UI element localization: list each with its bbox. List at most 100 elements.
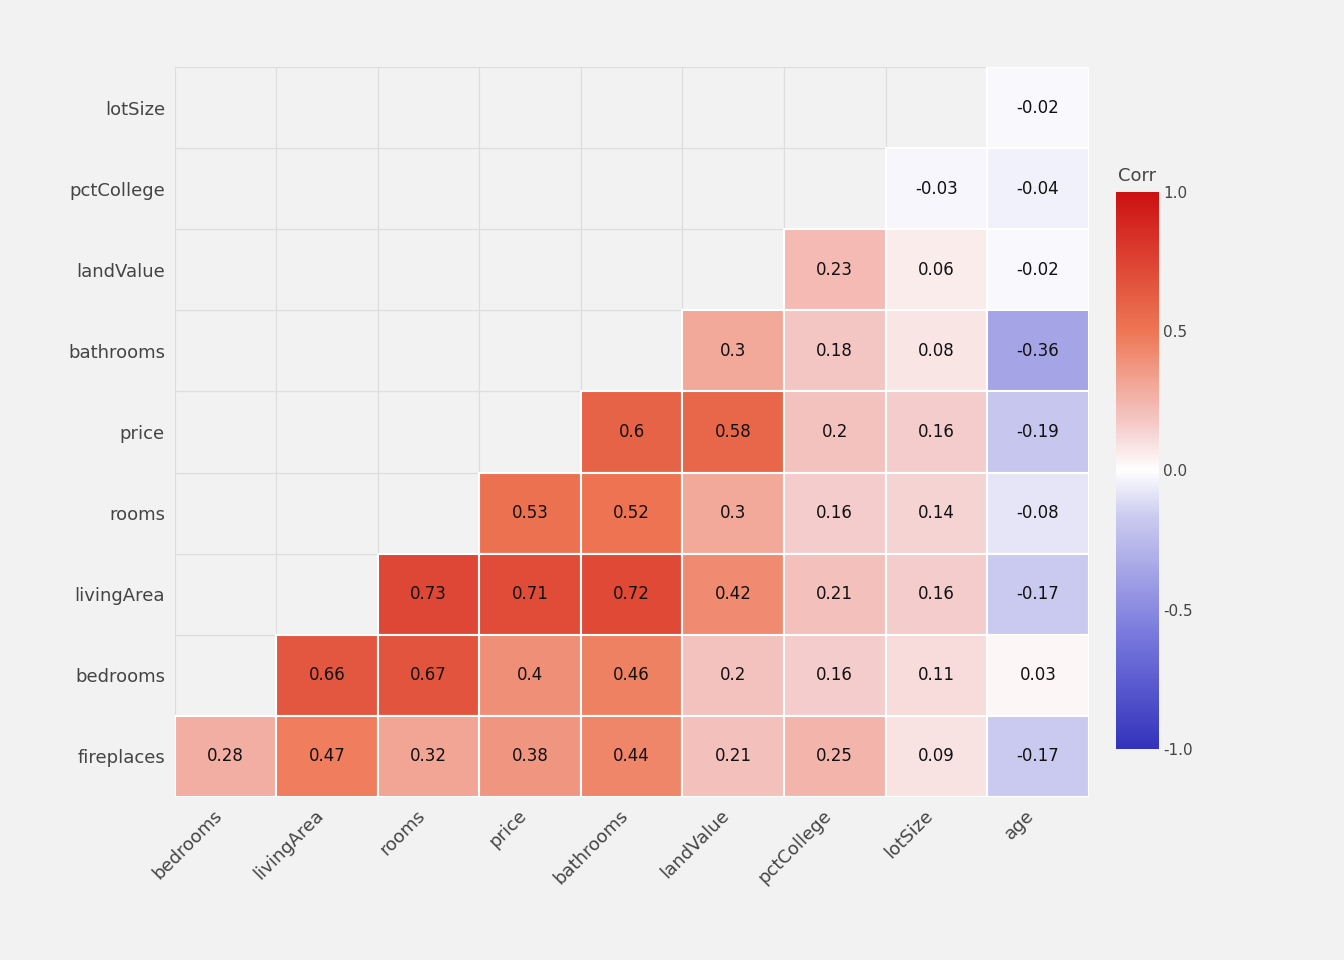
Text: 0.67: 0.67 [410, 666, 448, 684]
Bar [886, 716, 986, 797]
Bar [480, 392, 581, 472]
Bar [581, 472, 683, 554]
Bar [886, 635, 986, 716]
Bar [581, 716, 683, 797]
Bar [683, 635, 784, 716]
Bar [277, 229, 378, 310]
Text: 0.03: 0.03 [1020, 666, 1056, 684]
Bar [175, 716, 277, 797]
Bar [175, 148, 277, 229]
Bar [683, 716, 784, 797]
Bar [886, 472, 986, 554]
Bar [986, 716, 1089, 797]
Text: -0.08: -0.08 [1016, 504, 1059, 522]
Bar [683, 310, 784, 392]
Bar [581, 635, 683, 716]
Bar [581, 310, 683, 392]
Bar [886, 67, 986, 148]
Text: -0.02: -0.02 [1016, 261, 1059, 278]
Bar [378, 716, 480, 797]
Text: 0.25: 0.25 [816, 747, 853, 765]
Text: 0.18: 0.18 [816, 342, 853, 360]
Bar [986, 148, 1089, 229]
Text: 0.09: 0.09 [918, 747, 954, 765]
Text: 0.2: 0.2 [821, 423, 848, 441]
Bar [886, 554, 986, 635]
Text: 0.08: 0.08 [918, 342, 954, 360]
Bar [277, 554, 378, 635]
Bar [683, 554, 784, 635]
Bar [378, 635, 480, 716]
Bar [784, 229, 886, 310]
Bar [886, 310, 986, 392]
Bar [784, 392, 886, 472]
Bar [480, 472, 581, 554]
Bar [277, 472, 378, 554]
Bar [378, 472, 480, 554]
Bar [480, 554, 581, 635]
Bar [784, 310, 886, 392]
Bar [277, 635, 378, 716]
Bar [784, 635, 886, 716]
Bar [683, 472, 784, 554]
Bar [277, 716, 378, 797]
Bar [784, 229, 886, 310]
Text: 0.6: 0.6 [618, 423, 645, 441]
Bar [683, 635, 784, 716]
Bar [378, 148, 480, 229]
Bar [581, 554, 683, 635]
Text: 0.58: 0.58 [715, 423, 751, 441]
Bar [986, 635, 1089, 716]
Bar [277, 67, 378, 148]
Bar [986, 310, 1089, 392]
Bar [277, 716, 378, 797]
Bar [175, 392, 277, 472]
Text: 0.16: 0.16 [918, 423, 954, 441]
Bar [784, 148, 886, 229]
Bar [683, 716, 784, 797]
Text: -0.03: -0.03 [915, 180, 958, 198]
Bar [986, 716, 1089, 797]
Bar [683, 392, 784, 472]
Bar [784, 716, 886, 797]
Bar [886, 716, 986, 797]
Bar [581, 716, 683, 797]
Bar [986, 472, 1089, 554]
Text: 0.2: 0.2 [720, 666, 746, 684]
Bar [175, 229, 277, 310]
Bar [581, 392, 683, 472]
Bar [378, 554, 480, 635]
Bar [378, 392, 480, 472]
Bar [986, 472, 1089, 554]
Text: 0.16: 0.16 [816, 666, 853, 684]
Bar [277, 392, 378, 472]
Bar [986, 635, 1089, 716]
Text: 0.14: 0.14 [918, 504, 954, 522]
Bar [480, 716, 581, 797]
Bar [986, 148, 1089, 229]
Text: 0.47: 0.47 [309, 747, 345, 765]
Bar [784, 472, 886, 554]
Bar [986, 67, 1089, 148]
Bar [683, 472, 784, 554]
Text: 0.3: 0.3 [720, 504, 746, 522]
Bar [378, 554, 480, 635]
Bar [683, 554, 784, 635]
Bar [581, 148, 683, 229]
Text: 0.42: 0.42 [715, 586, 751, 603]
Bar [581, 67, 683, 148]
Bar [378, 229, 480, 310]
Bar [886, 148, 986, 229]
Bar [581, 229, 683, 310]
Bar [986, 310, 1089, 392]
Bar [581, 472, 683, 554]
Bar [378, 67, 480, 148]
Bar [784, 554, 886, 635]
Bar [886, 229, 986, 310]
Text: 0.72: 0.72 [613, 586, 650, 603]
Text: -0.04: -0.04 [1016, 180, 1059, 198]
Bar [175, 635, 277, 716]
Text: 0.32: 0.32 [410, 747, 448, 765]
Text: 0.21: 0.21 [715, 747, 751, 765]
Text: 0.38: 0.38 [512, 747, 548, 765]
